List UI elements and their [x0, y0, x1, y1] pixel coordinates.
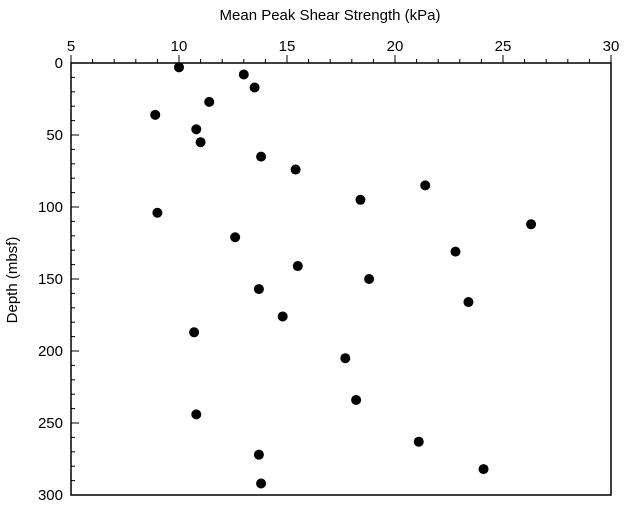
y-axis-ticks: 0 50 100 150 200 250 300 — [38, 55, 79, 504]
x-tick-label: 25 — [495, 38, 512, 55]
data-point — [204, 96, 215, 107]
data-point — [256, 478, 267, 489]
data-point — [355, 194, 366, 205]
y-tick-label: 250 — [38, 415, 63, 432]
data-point — [364, 274, 375, 284]
data-point — [191, 409, 202, 420]
data-point — [277, 311, 288, 322]
x-tick-label: 15 — [279, 38, 296, 55]
y-tick-label: 300 — [38, 487, 63, 504]
data-point — [253, 284, 264, 295]
data-point — [174, 62, 184, 73]
data-point — [413, 436, 424, 447]
data-point — [290, 164, 301, 175]
x-tick-label: 10 — [171, 38, 188, 55]
y-tick-label: 50 — [46, 127, 63, 144]
y-axis-label: Depth (mbsf) — [4, 237, 21, 324]
data-point — [150, 109, 161, 120]
plot-frame — [70, 62, 612, 496]
data-point — [195, 137, 206, 148]
data-point — [351, 394, 362, 405]
data-point — [292, 261, 303, 272]
x-tick-label: 5 — [67, 38, 75, 55]
data-point — [340, 353, 351, 364]
x-axis-ticks: 5 10 15 20 25 30 — [67, 38, 620, 63]
data-point — [463, 297, 474, 308]
data-point — [478, 464, 489, 475]
data-point — [526, 219, 537, 230]
data-point — [450, 246, 461, 257]
data-point — [253, 449, 264, 460]
data-point — [230, 232, 241, 243]
y-tick-label: 200 — [38, 343, 63, 360]
x-axis-label: Mean Peak Shear Strength (kPa) — [220, 7, 441, 24]
y-tick-label: 100 — [38, 199, 63, 216]
data-point — [191, 124, 202, 135]
data-point — [238, 69, 249, 80]
y-tick-label: 0 — [55, 55, 63, 72]
x-tick-label: 30 — [603, 38, 620, 55]
data-point — [152, 207, 163, 218]
data-point — [420, 180, 431, 191]
data-point — [189, 327, 200, 338]
y-tick-label: 150 — [38, 271, 63, 288]
x-tick-label: 20 — [387, 38, 404, 55]
data-point — [256, 151, 267, 162]
data-point — [249, 82, 260, 93]
data-points — [150, 62, 537, 489]
